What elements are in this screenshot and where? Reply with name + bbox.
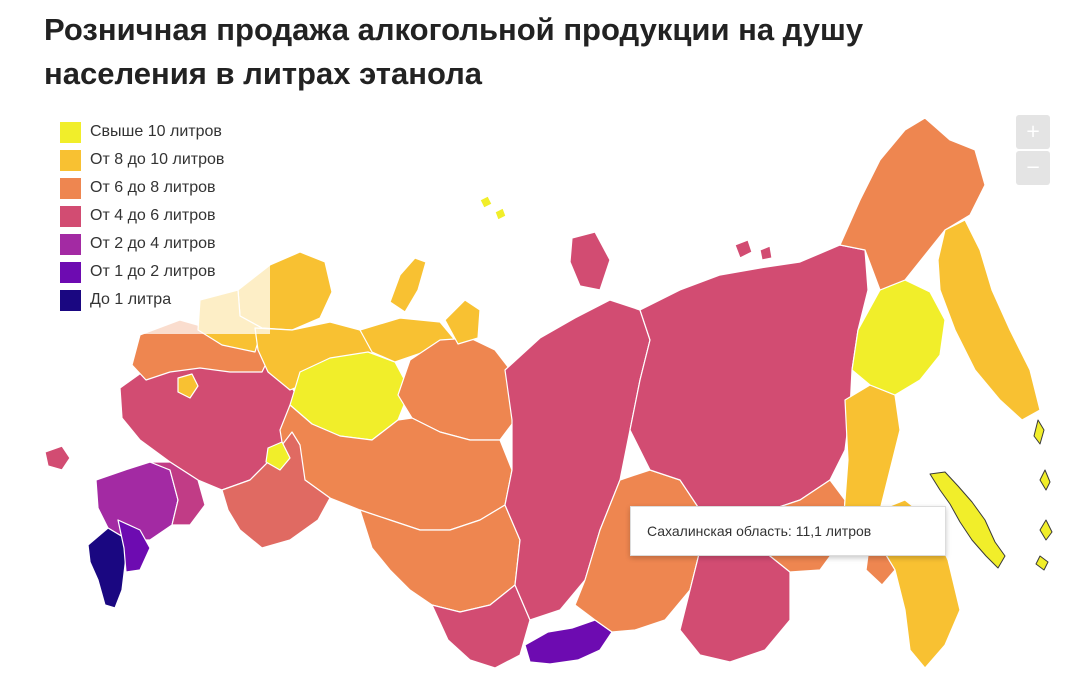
zoom-out-button[interactable]: − <box>1016 151 1050 185</box>
legend-label: До 1 литра <box>90 291 172 308</box>
legend-swatch <box>60 149 81 171</box>
region-novaya-zemlya[interactable] <box>389 257 427 313</box>
legend-label: От 8 до 10 литров <box>90 151 225 168</box>
map-legend: Свыше 10 литров От 8 до 10 литров От 6 д… <box>54 116 270 334</box>
legend-label: От 1 до 2 литров <box>90 263 216 280</box>
region-yakutia[interactable] <box>629 244 869 521</box>
region-kamchatka[interactable] <box>937 219 1041 421</box>
legend-item[interactable]: От 2 до 4 литров <box>60 232 215 256</box>
region-novosibirsk-islands[interactable] <box>734 239 773 261</box>
region-franz-josef[interactable] <box>479 195 507 221</box>
legend-swatch <box>60 289 81 311</box>
legend-label: От 6 до 8 литров <box>90 179 216 196</box>
legend-label: От 4 до 6 литров <box>90 207 216 224</box>
region-caucasus[interactable] <box>87 527 129 609</box>
legend-item[interactable]: От 8 до 10 литров <box>60 148 224 172</box>
legend-item[interactable]: От 1 до 2 литров <box>60 260 215 284</box>
zoom-in-button[interactable]: + <box>1016 115 1050 149</box>
region-tooltip: Сахалинская область: 11,1 литров <box>630 506 946 556</box>
legend-swatch <box>60 205 81 227</box>
legend-item[interactable]: До 1 литра <box>60 288 171 312</box>
legend-item[interactable]: От 4 до 6 литров <box>60 204 215 228</box>
region-taymyr[interactable] <box>569 231 611 291</box>
region-moscow[interactable] <box>177 373 199 399</box>
page-title: Розничная продажа алкогольной продукции … <box>44 12 864 91</box>
legend-item[interactable]: От 6 до 8 литров <box>60 176 215 200</box>
legend-swatch <box>60 121 81 143</box>
region-kuril-islands[interactable] <box>1033 419 1053 571</box>
legend-swatch <box>60 233 81 255</box>
region-rostov[interactable] <box>149 461 206 526</box>
region-dagestan[interactable] <box>117 519 151 573</box>
region-yamal-peninsula[interactable] <box>444 299 481 345</box>
legend-swatch <box>60 177 81 199</box>
region-chukotka[interactable] <box>839 117 986 291</box>
legend-item[interactable]: Свыше 10 литров <box>60 120 222 144</box>
region-vologda-highlight[interactable] <box>265 441 291 471</box>
region-sakhalin[interactable] <box>929 471 1006 569</box>
region-altai[interactable] <box>431 584 531 669</box>
legend-swatch <box>60 261 81 283</box>
legend-label: От 2 до 4 литров <box>90 235 216 252</box>
region-tuva[interactable] <box>524 619 613 665</box>
legend-label: Свыше 10 литров <box>90 123 222 140</box>
region-kaliningrad[interactable] <box>44 445 71 471</box>
